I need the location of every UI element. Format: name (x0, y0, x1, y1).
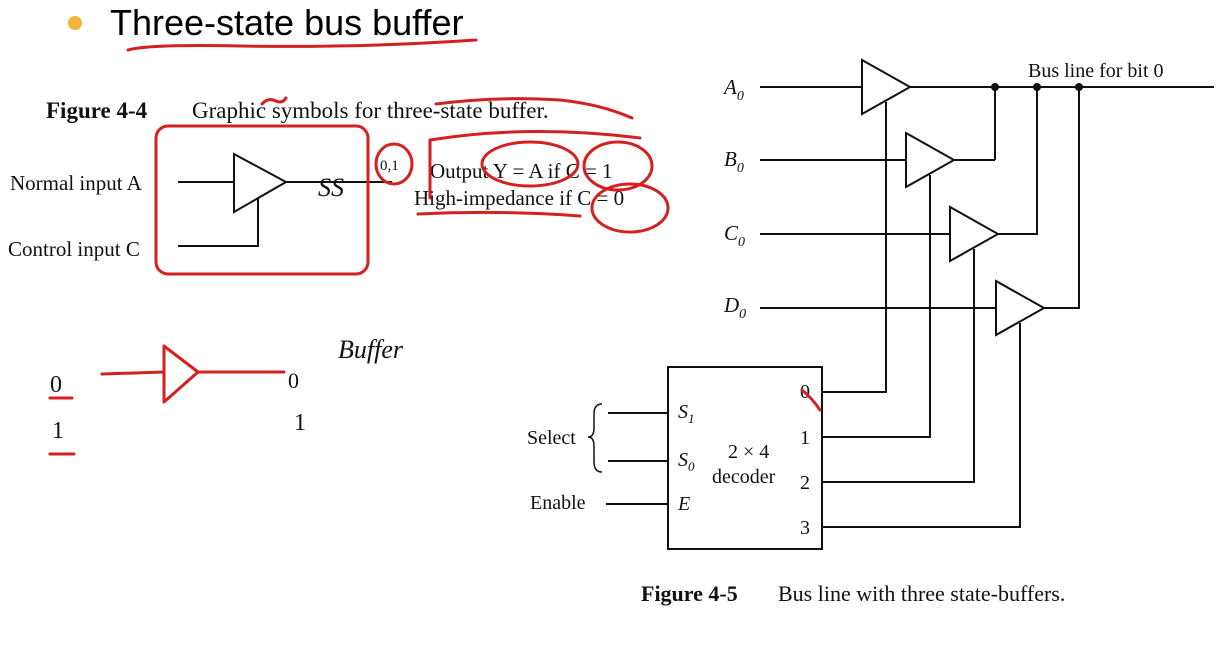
output-line-2: High-impedance if C = 0 (414, 186, 624, 210)
ink-annotations: 0,1 SS Buffer 0 1 0 1 (48, 38, 822, 456)
symbol-box-mark (154, 124, 370, 276)
control-wire (178, 198, 259, 247)
enable-line-3 (822, 323, 1021, 528)
zero-one-note: 0,1 (380, 158, 399, 174)
normal-input-label: Normal input A (10, 171, 143, 195)
decoder-output-1: 1 (800, 427, 810, 449)
enable-line-0 (822, 102, 887, 393)
c-equals-1-circle (582, 140, 654, 192)
control-input-label: Control input C (8, 237, 140, 261)
output-line-1: Output Y = A if C = 1 (430, 159, 613, 183)
enable-line-2 (822, 249, 975, 483)
sketch-right-one: 1 (294, 410, 306, 436)
enable-line-1 (822, 175, 931, 438)
enable-label: Enable (530, 492, 586, 514)
bus-line-label: Bus line for bit 0 (1028, 60, 1164, 82)
figure-4-5-caption: Bus line with three state-buffers. (778, 581, 1065, 606)
buffer-b0 (905, 131, 957, 189)
figure-4-4-caption: Graphic symbols for three-state buffer. (192, 98, 549, 123)
bus-junction-b (991, 83, 999, 91)
buffer-a0 (861, 58, 913, 116)
slide-title-text: Three-state bus buffer (110, 2, 464, 43)
bullet-dot (68, 16, 82, 30)
sketch-right-zero: 0 (288, 368, 299, 393)
title-underline (126, 38, 478, 52)
slide-title: Three-state bus buffer (68, 2, 464, 44)
buffer-d0 (995, 279, 1047, 337)
graphic-tick-mark (260, 96, 288, 106)
output-bracket-mark (428, 129, 642, 200)
figure-4-5: Bus line for bit 0 A0 B0 C0 D0 2 × 4 dec… (527, 58, 1214, 606)
sketch-left-underlines (48, 396, 76, 456)
decoder-title-1: 2 × 4 (728, 441, 769, 463)
input-label-d0: D0 (723, 293, 746, 322)
sketch-buffer-triangle (162, 344, 200, 404)
input-label-b0: B0 (724, 147, 744, 176)
decoder-input-s0: S0 (678, 449, 695, 474)
figure-4-4-number: Figure 4-4 (46, 98, 148, 123)
three-state-buffer-symbol (233, 152, 289, 214)
y-equals-a-circle (480, 140, 580, 188)
buffer-c0-out (998, 87, 1038, 235)
decoder-output-2: 2 (800, 472, 810, 494)
decoder-title-2: decoder (712, 466, 776, 488)
decoder-block (667, 366, 823, 550)
ss-mark: SS (318, 173, 344, 202)
buffer-word: Buffer (338, 335, 404, 364)
high-impedance-underline (416, 210, 582, 218)
decoder-input-e: E (677, 493, 690, 515)
select-label: Select (527, 427, 576, 449)
input-label-c0: C0 (724, 221, 745, 250)
select-brace (587, 403, 603, 473)
figure-4-4: Figure 4-4 Graphic symbols for three-sta… (8, 98, 624, 261)
bus-junction-d (1075, 83, 1083, 91)
bus-junction-c (1033, 83, 1041, 91)
c-equals-0-circle (590, 182, 670, 234)
sketch-left-zero: 0 (50, 372, 62, 398)
cursor-mark (800, 388, 822, 412)
buffer-c0 (949, 205, 1001, 263)
decoder-input-s1: S1 (678, 401, 695, 426)
figure-4-5-number: Figure 4-5 (641, 581, 738, 606)
sketch-left-one: 1 (52, 418, 64, 444)
decoder-output-3: 3 (800, 517, 810, 539)
sketch-input-wire (100, 370, 166, 376)
zero-one-circle (374, 142, 414, 186)
buffer-d0-out (1044, 87, 1080, 309)
caption-underline (434, 97, 634, 120)
input-label-a0: A0 (722, 75, 744, 104)
